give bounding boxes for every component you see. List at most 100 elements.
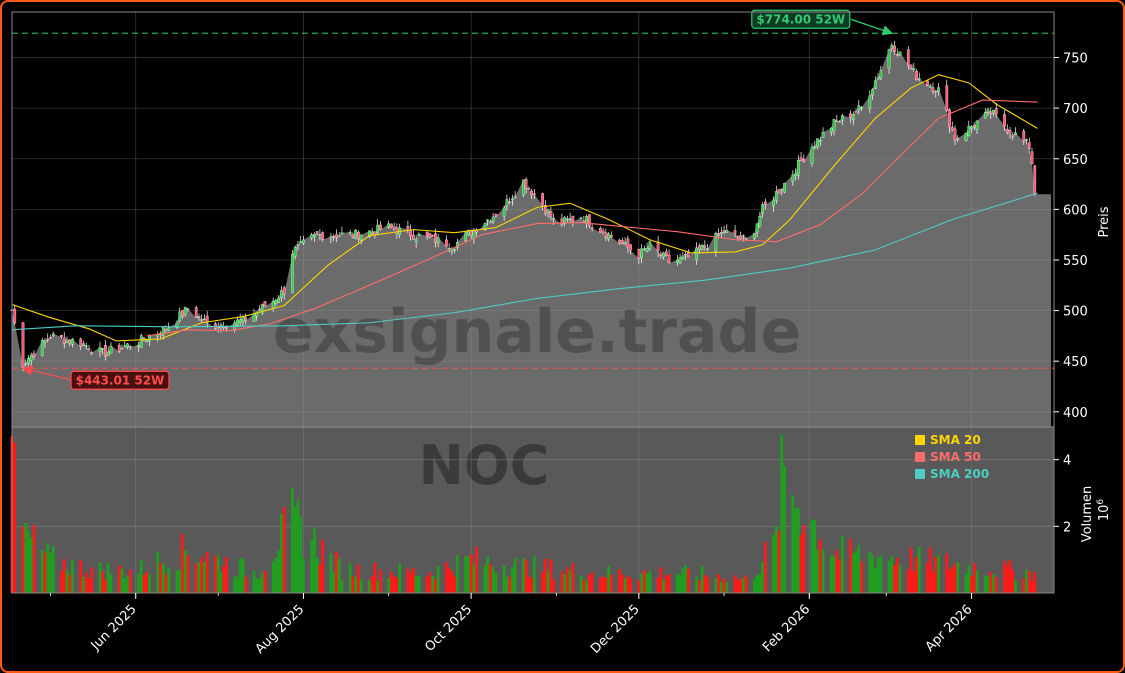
candle-body (799, 157, 803, 161)
candle-body (568, 218, 572, 220)
volume-bar (799, 534, 803, 593)
volume-bar (860, 561, 863, 593)
candle-body (167, 327, 171, 331)
candle-body (252, 313, 256, 322)
volume-bar (642, 570, 646, 593)
candle-body (29, 354, 33, 361)
candle-body (60, 335, 63, 338)
candle-body (244, 317, 248, 321)
volume-bar (972, 563, 976, 593)
volume-bar (587, 574, 591, 593)
volume-bar (1025, 569, 1028, 593)
volume-bar (200, 557, 204, 593)
volume-bar (123, 578, 127, 593)
candle-body (794, 173, 797, 176)
volume-bar (90, 567, 94, 593)
volume-bar (51, 546, 55, 593)
candle-body (796, 160, 800, 176)
volume-bar (428, 572, 432, 593)
candle-body (895, 53, 899, 56)
candle-body (662, 252, 665, 258)
candle-body (777, 189, 781, 194)
volume-bar (640, 573, 643, 593)
candle-body (178, 311, 182, 322)
volume-bar (335, 551, 338, 593)
candle-body (774, 191, 778, 201)
candle-body (926, 80, 929, 86)
volume-bar (84, 573, 88, 593)
candle-body (126, 343, 129, 348)
volume-bar (970, 576, 973, 593)
volume-bar (409, 573, 413, 593)
volume-bar (975, 570, 979, 593)
candle-body (387, 223, 391, 228)
price-tick-label: 600 (1063, 203, 1088, 218)
volume-bar (667, 574, 671, 593)
volume-bar (32, 524, 36, 593)
candle-body (203, 318, 206, 321)
candle-body (258, 309, 261, 311)
candle-body (315, 231, 319, 234)
candle-body (277, 297, 281, 303)
volume-bar (796, 507, 800, 593)
candle-body (357, 231, 360, 240)
volume-bar (835, 550, 839, 593)
volume-bar (664, 575, 668, 593)
volume-bar (392, 576, 396, 593)
candle-body (299, 241, 303, 243)
candle-body (752, 233, 756, 239)
candle-body (491, 216, 495, 222)
volume-bar (241, 557, 245, 593)
candle-body (802, 159, 806, 162)
candle-body (783, 183, 786, 193)
candle-body (607, 233, 610, 240)
volume-bar (27, 530, 30, 593)
volume-bar (321, 539, 325, 593)
volume-bar (887, 560, 891, 593)
volume-bar (915, 557, 918, 593)
sma-line-sma-200 (11, 192, 1038, 331)
volume-bar (453, 576, 457, 593)
candle-body (181, 310, 184, 317)
volume-bar (871, 555, 874, 593)
candle-body (934, 90, 938, 93)
volume-bar (637, 579, 641, 593)
volume-bar (890, 556, 894, 593)
volume-bar (618, 568, 622, 593)
candle-body (90, 352, 94, 354)
volume-bar (244, 576, 248, 593)
volume-bar (60, 571, 63, 593)
candle-body (291, 254, 294, 294)
candle-body (909, 64, 913, 69)
candle-body (486, 219, 489, 222)
candle-body (447, 247, 451, 250)
candle-body (161, 327, 165, 336)
candle-body (739, 235, 742, 240)
volume-bar (928, 547, 932, 593)
candle-body (1005, 128, 1009, 133)
low-52w-label-box (70, 370, 170, 390)
candle-body (373, 231, 377, 235)
candle-body (563, 217, 566, 224)
volume-bar (953, 563, 957, 593)
volume-bar (296, 499, 300, 593)
candle-body (645, 247, 649, 252)
volume-bar (629, 578, 633, 593)
date-tick-label: Oct 2025 (422, 602, 475, 655)
volume-bar (541, 571, 545, 593)
volume-bar (849, 538, 852, 593)
volume-bar (736, 580, 740, 593)
candle-body (527, 187, 531, 190)
volume-bar (87, 578, 91, 593)
volume-bar (1014, 580, 1017, 593)
volume-bar (568, 570, 572, 593)
candle-body (40, 340, 44, 357)
volume-bar (832, 556, 836, 593)
candle-body (544, 205, 547, 214)
candle-body (912, 67, 916, 71)
volume-bar (565, 567, 569, 593)
candle-body (588, 214, 591, 227)
volume-bar (945, 553, 949, 593)
volume-bar (521, 557, 525, 593)
